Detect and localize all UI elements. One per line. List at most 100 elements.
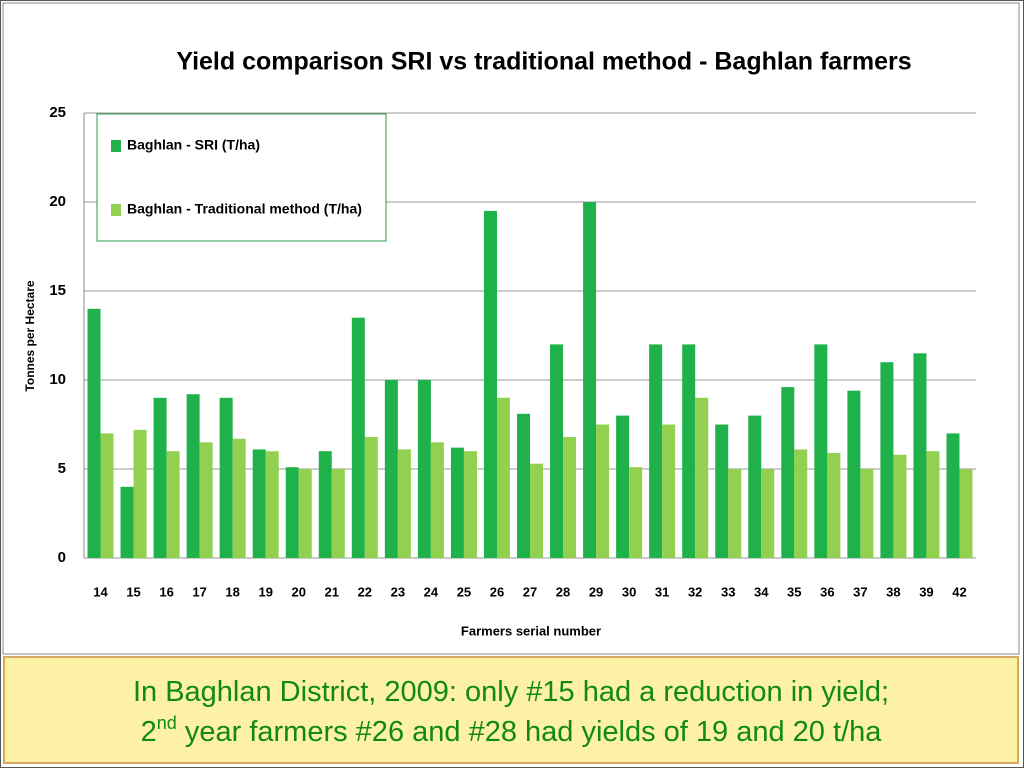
y-tick-label: 10 bbox=[49, 371, 66, 388]
x-tick-label: 39 bbox=[919, 584, 933, 599]
x-tick-label: 37 bbox=[853, 584, 867, 599]
bar bbox=[913, 353, 927, 558]
legend-swatch bbox=[111, 140, 121, 152]
x-tick-label: 23 bbox=[391, 584, 405, 599]
x-tick-label: 20 bbox=[292, 584, 306, 599]
bar bbox=[153, 397, 167, 558]
caption-text: year farmers #26 and #28 had yields of 1… bbox=[176, 716, 882, 748]
y-tick-label: 20 bbox=[49, 193, 66, 210]
bar bbox=[880, 362, 894, 558]
bar bbox=[814, 344, 828, 558]
legend-swatch bbox=[111, 204, 121, 216]
bar bbox=[682, 344, 696, 558]
x-axis-label: Farmers serial number bbox=[461, 623, 601, 638]
bar bbox=[364, 436, 378, 558]
bar bbox=[417, 380, 431, 558]
bar bbox=[199, 442, 213, 558]
bar bbox=[397, 449, 411, 558]
bar bbox=[219, 397, 233, 558]
caption: In Baghlan District, 2009: only #15 had … bbox=[3, 656, 1019, 764]
bar bbox=[629, 467, 643, 558]
bar bbox=[298, 469, 312, 558]
bar bbox=[430, 442, 444, 558]
caption-line: In Baghlan District, 2009: only #15 had … bbox=[132, 676, 890, 708]
x-tick-label: 18 bbox=[225, 584, 239, 599]
x-tick-label: 42 bbox=[952, 584, 966, 599]
bar bbox=[827, 452, 841, 558]
bar bbox=[351, 317, 365, 558]
x-tick-label: 17 bbox=[192, 584, 206, 599]
caption-text: 2 bbox=[140, 716, 157, 748]
bar bbox=[331, 469, 345, 558]
bar bbox=[496, 397, 510, 558]
bar bbox=[926, 451, 940, 558]
chart: Yield comparison SRI vs traditional meth… bbox=[2, 2, 1020, 655]
bar bbox=[794, 449, 808, 558]
bar bbox=[662, 424, 676, 558]
bar bbox=[265, 451, 279, 558]
x-tick-label: 29 bbox=[589, 584, 603, 599]
bar bbox=[715, 424, 729, 558]
bar bbox=[596, 424, 610, 558]
chart-title: Yield comparison SRI vs traditional meth… bbox=[176, 48, 911, 76]
bar bbox=[483, 210, 497, 558]
bar bbox=[450, 447, 464, 558]
x-tick-label: 27 bbox=[523, 584, 537, 599]
bar bbox=[893, 454, 907, 558]
bar bbox=[285, 467, 299, 558]
bar bbox=[517, 413, 530, 558]
bar bbox=[761, 469, 775, 558]
bar bbox=[695, 397, 709, 558]
x-tick-label: 16 bbox=[159, 584, 173, 599]
bar bbox=[583, 202, 597, 558]
y-tick-label: 25 bbox=[49, 104, 66, 121]
y-axis-label: Tonnes per Hectare bbox=[23, 280, 37, 391]
bar bbox=[860, 469, 874, 558]
bar bbox=[959, 469, 973, 558]
bar bbox=[133, 429, 147, 558]
caption-line: 2nd year farmers #26 and #28 had yields … bbox=[5, 712, 1017, 752]
bar bbox=[728, 469, 742, 558]
bar bbox=[530, 463, 543, 558]
bar bbox=[100, 433, 114, 558]
x-tick-label: 32 bbox=[688, 584, 702, 599]
x-tick-label: 19 bbox=[258, 584, 272, 599]
bar bbox=[232, 438, 246, 558]
x-tick-label: 31 bbox=[655, 584, 669, 599]
bar bbox=[463, 451, 477, 558]
y-tick-label: 5 bbox=[58, 460, 66, 477]
legend-label: Baghlan - Traditional method (T/ha) bbox=[127, 201, 362, 217]
caption-sup: nd bbox=[156, 713, 177, 733]
bar bbox=[563, 436, 577, 558]
bar bbox=[649, 344, 663, 558]
x-tick-label: 35 bbox=[787, 584, 801, 599]
bar bbox=[781, 387, 795, 558]
x-tick-label: 26 bbox=[490, 584, 504, 599]
x-tick-label: 30 bbox=[622, 584, 636, 599]
bar bbox=[186, 394, 200, 558]
legend-box bbox=[96, 113, 387, 242]
bar bbox=[946, 433, 960, 558]
x-tick-label: 38 bbox=[886, 584, 900, 599]
bar bbox=[166, 451, 180, 558]
x-tick-label: 34 bbox=[754, 584, 769, 599]
x-tick-label: 24 bbox=[424, 584, 439, 599]
bar bbox=[318, 451, 332, 558]
x-tick-label: 33 bbox=[721, 584, 735, 599]
bar bbox=[252, 449, 266, 558]
legend-label: Baghlan - SRI (T/ha) bbox=[127, 137, 260, 153]
x-tick-label: 21 bbox=[325, 584, 339, 599]
bar bbox=[87, 308, 101, 558]
bar bbox=[748, 415, 762, 558]
x-tick-label: 25 bbox=[457, 584, 471, 599]
bar bbox=[847, 390, 861, 558]
bar bbox=[616, 415, 630, 558]
x-tick-label: 36 bbox=[820, 584, 834, 599]
bar bbox=[120, 486, 134, 558]
bar bbox=[550, 344, 564, 558]
bar bbox=[384, 380, 398, 558]
y-tick-label: 0 bbox=[58, 549, 66, 566]
x-tick-label: 22 bbox=[358, 584, 372, 599]
x-tick-label: 15 bbox=[126, 584, 140, 599]
